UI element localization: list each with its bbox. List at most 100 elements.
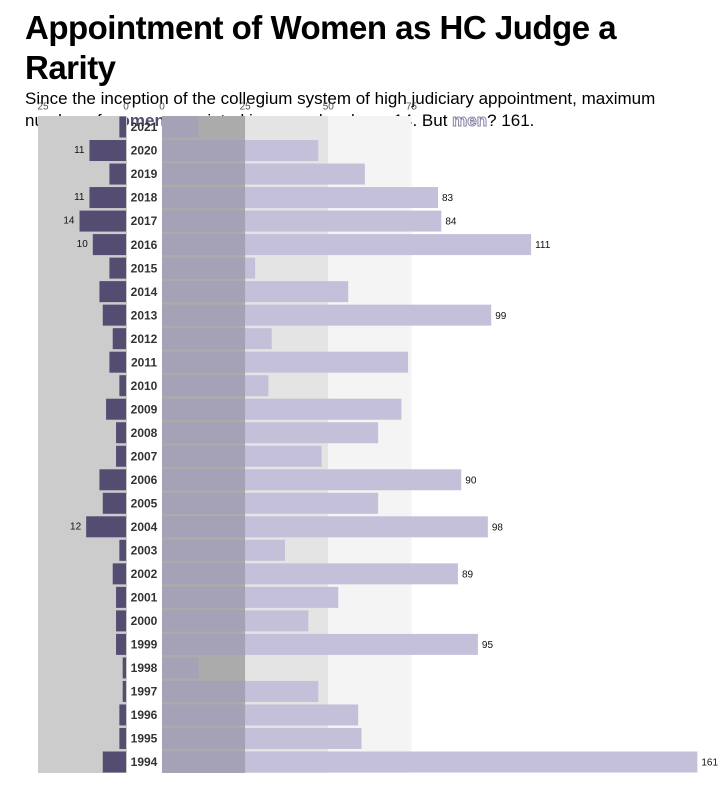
bar-men bbox=[162, 516, 488, 538]
bar-women bbox=[99, 281, 126, 303]
year-label: 1998 bbox=[131, 661, 158, 675]
year-label: 2020 bbox=[131, 144, 158, 158]
subtitle-text: ? 161. bbox=[487, 111, 535, 130]
bar-women bbox=[109, 351, 126, 373]
value-label: 11 bbox=[74, 145, 85, 156]
bar-women bbox=[119, 704, 126, 726]
bar-women bbox=[102, 492, 126, 514]
bar-men bbox=[162, 610, 309, 632]
bar-women bbox=[122, 657, 126, 679]
x-tick-label: 25 bbox=[240, 102, 252, 113]
bar-men bbox=[162, 680, 319, 702]
bar-men bbox=[162, 116, 199, 138]
year-label: 2006 bbox=[131, 473, 158, 487]
bar-women bbox=[116, 610, 126, 632]
bar-women bbox=[86, 516, 126, 538]
bar-men bbox=[162, 563, 458, 585]
bar-women bbox=[116, 633, 126, 655]
bar-men bbox=[162, 140, 319, 162]
bar-women bbox=[89, 187, 126, 209]
bar-men bbox=[162, 445, 322, 467]
bar-women bbox=[119, 727, 126, 749]
bar-women bbox=[109, 257, 126, 279]
year-label: 2003 bbox=[131, 544, 158, 558]
bar-women bbox=[112, 328, 126, 350]
value-label: 98 bbox=[492, 522, 504, 533]
bar-men bbox=[162, 375, 269, 397]
year-label: 2019 bbox=[131, 167, 158, 181]
bar-men bbox=[162, 281, 349, 303]
x-tick-label: 25 bbox=[37, 102, 49, 113]
x-tick-label: 75 bbox=[406, 102, 418, 113]
year-label: 1996 bbox=[131, 708, 158, 722]
bar-men bbox=[162, 586, 339, 608]
year-label: 2007 bbox=[131, 449, 158, 463]
bar-men bbox=[162, 351, 409, 373]
bar-women bbox=[116, 445, 126, 467]
year-label: 1995 bbox=[131, 732, 158, 746]
year-label: 2004 bbox=[131, 520, 158, 534]
year-label: 2013 bbox=[131, 308, 158, 322]
value-label: 161 bbox=[701, 758, 718, 769]
value-label: 111 bbox=[535, 240, 551, 251]
bar-men bbox=[162, 304, 492, 326]
bar-women bbox=[92, 234, 126, 256]
chart-title: Appointment of Women as HC Judge a Rarit… bbox=[25, 9, 617, 86]
year-label: 2014 bbox=[131, 285, 158, 299]
value-label: 10 bbox=[77, 239, 89, 250]
value-label: 14 bbox=[63, 216, 75, 227]
year-label: 2002 bbox=[131, 567, 158, 581]
bar-women bbox=[119, 116, 126, 138]
year-label: 1994 bbox=[131, 755, 158, 769]
bar-men bbox=[162, 633, 478, 655]
year-label: 1999 bbox=[131, 638, 158, 652]
bar-women bbox=[116, 586, 126, 608]
subtitle-men: men bbox=[452, 111, 488, 131]
bar-women bbox=[99, 469, 126, 491]
bar-women bbox=[122, 680, 126, 702]
bar-women bbox=[119, 375, 126, 397]
bar-men bbox=[162, 539, 286, 561]
bar-men bbox=[162, 657, 199, 679]
value-label: 83 bbox=[442, 193, 454, 204]
bar-men bbox=[162, 210, 442, 232]
value-label: 95 bbox=[482, 640, 494, 651]
year-label: 1997 bbox=[131, 685, 158, 699]
bar-women bbox=[106, 398, 126, 420]
band-shade bbox=[162, 116, 246, 773]
bar-men bbox=[162, 492, 379, 514]
value-label: 90 bbox=[465, 475, 477, 486]
bar-women bbox=[102, 304, 126, 326]
year-label: 2021 bbox=[131, 120, 158, 134]
year-label: 2015 bbox=[131, 261, 158, 275]
value-label: 89 bbox=[462, 569, 474, 580]
bar-men bbox=[162, 704, 359, 726]
year-label: 2000 bbox=[131, 614, 158, 628]
value-label: 84 bbox=[445, 217, 457, 228]
bar-men bbox=[162, 422, 379, 444]
value-label: 99 bbox=[495, 311, 507, 322]
bar-men bbox=[162, 163, 365, 185]
bar-women bbox=[119, 539, 126, 561]
value-label: 12 bbox=[70, 521, 82, 532]
bar-men bbox=[162, 187, 438, 209]
bar-men bbox=[162, 727, 362, 749]
bar-women bbox=[89, 140, 126, 162]
x-tick-label: 0 bbox=[123, 102, 129, 113]
bar-men bbox=[162, 398, 402, 420]
bar-men bbox=[162, 257, 256, 279]
year-label: 2018 bbox=[131, 191, 158, 205]
bar-women bbox=[116, 422, 126, 444]
bar-women bbox=[79, 210, 126, 232]
year-label: 2011 bbox=[131, 355, 157, 369]
bar-women bbox=[112, 563, 126, 585]
x-tick-label: 50 bbox=[323, 102, 335, 113]
bar-women bbox=[109, 163, 126, 185]
bar-men bbox=[162, 751, 698, 773]
year-label: 2009 bbox=[131, 402, 158, 416]
year-label: 2016 bbox=[131, 238, 158, 252]
year-label: 2012 bbox=[131, 332, 158, 346]
value-label: 11 bbox=[74, 192, 85, 203]
